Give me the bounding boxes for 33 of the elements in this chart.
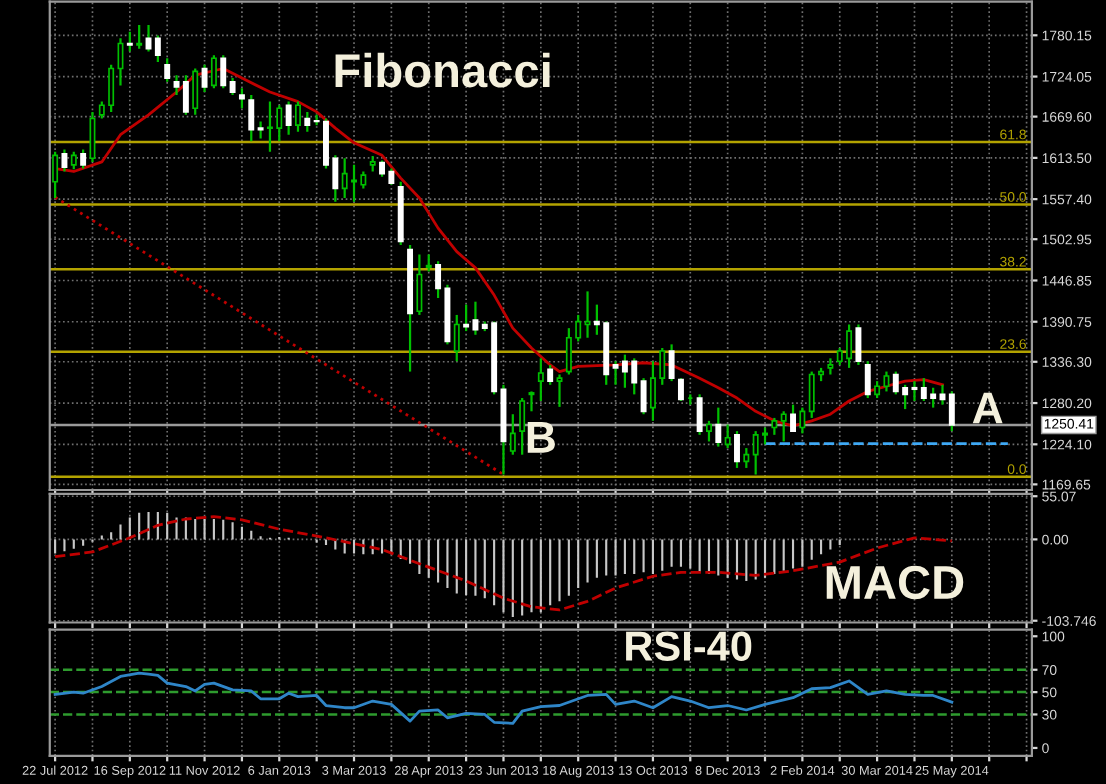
candlestick [743, 446, 750, 470]
candlestick [677, 377, 684, 403]
candlestick [780, 410, 787, 443]
annotation: B [527, 422, 555, 453]
candlestick [416, 253, 423, 317]
annotation: A [972, 392, 1003, 424]
candlestick [238, 87, 245, 110]
candlestick [948, 390, 955, 433]
candlestick [453, 313, 460, 363]
candlestick [537, 357, 544, 403]
chart-title: RSI-40 [626, 631, 752, 661]
candlestick [668, 343, 675, 383]
candlestick [210, 54, 217, 90]
text: Fibonacci [335, 52, 550, 88]
candlestick [705, 419, 712, 443]
candlestick [509, 413, 516, 456]
candlestick [724, 423, 731, 450]
candlestick [136, 24, 143, 50]
candlestick [827, 357, 834, 376]
candlestick [911, 380, 918, 403]
candlestick [192, 67, 199, 116]
line-series [53, 671, 954, 725]
candlestick [528, 390, 535, 413]
candlestick [248, 93, 255, 143]
candlestick [154, 34, 161, 63]
text: MACD [826, 565, 964, 600]
candlestick [519, 396, 526, 456]
candlestick [556, 373, 563, 408]
candlestick [52, 150, 59, 200]
candlestick [799, 406, 806, 435]
candlestick [164, 57, 171, 83]
candlestick [295, 100, 301, 133]
candlestick [584, 290, 591, 339]
